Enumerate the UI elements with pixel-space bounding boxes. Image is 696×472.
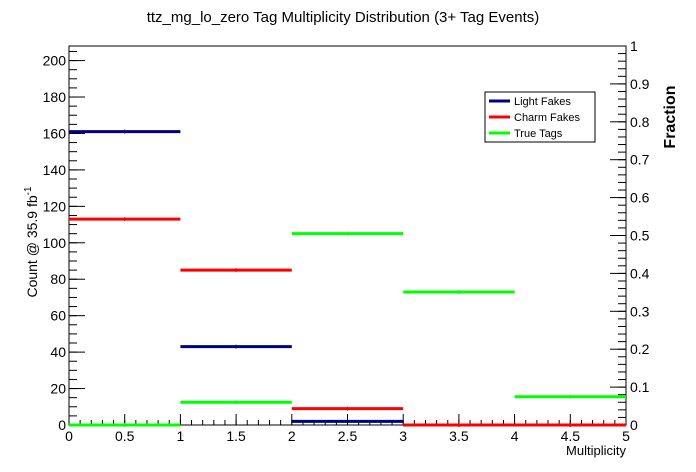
x-tick-label: 5	[622, 428, 630, 444]
y-axis-right-label: Fraction	[662, 85, 679, 148]
series-light-fakes	[69, 129, 626, 427]
y-axis-left-label-main: Count @ 35.9 fb	[24, 195, 40, 297]
x-axis-label: Multiplicity	[566, 443, 626, 458]
x-tick-label: 4.5	[561, 428, 581, 444]
x-tick-label: 1.5	[226, 428, 246, 444]
legend-entry-label: Charm Fakes	[514, 112, 581, 124]
y-left-tick-label: 140	[43, 162, 67, 178]
y-right-tick-label: 0.6	[630, 190, 650, 206]
y-left-tick-label: 60	[50, 308, 66, 324]
y-left-tick-label: 120	[43, 198, 67, 214]
x-tick-label: 4	[511, 428, 519, 444]
y-right-tick-label: 0.8	[630, 114, 650, 130]
x-tick-label: 1	[177, 428, 185, 444]
y-axis-right: 0 0.1 0.2 0.3 0.4 0.5 0.6 0.7 0.8 0.9 1	[610, 38, 650, 433]
x-tick-label: 3	[399, 428, 407, 444]
y-left-tick-label: 40	[50, 344, 66, 360]
y-axis-left: 0 20 40 60 80 100 120 140 160 180 200	[43, 50, 85, 433]
legend-entry-label: True Tags	[514, 128, 563, 140]
y-left-tick-label: 200	[43, 53, 67, 69]
y-right-tick-label: 0.4	[630, 265, 650, 281]
y-right-tick-label: 0.1	[630, 379, 650, 395]
y-left-tick-label: 80	[50, 271, 66, 287]
x-tick-label: 3.5	[449, 428, 469, 444]
x-tick-label: 0	[65, 428, 73, 444]
x-tick-label: 2	[288, 428, 296, 444]
y-axis-left-label: Count @ 35.9 fb-1	[23, 186, 40, 298]
y-right-tick-label: 0.3	[630, 303, 650, 319]
y-left-tick-label: 20	[50, 381, 66, 397]
legend-entry-label: Light Fakes	[514, 96, 571, 108]
y-right-tick-label: 0.9	[630, 76, 650, 92]
y-right-tick-label: 0.5	[630, 228, 650, 244]
y-right-tick-label: 0.2	[630, 341, 650, 357]
series-layer	[69, 129, 626, 427]
y-left-tick-label: 180	[43, 89, 67, 105]
series-charm-fakes	[69, 217, 626, 427]
y-right-tick-label: 0	[630, 417, 638, 433]
y-left-tick-label: 160	[43, 125, 67, 141]
y-left-tick-label: 0	[58, 417, 66, 433]
y-right-tick-label: 1	[630, 38, 638, 54]
legend: Light Fakes Charm Fakes True Tags	[484, 91, 596, 143]
y-right-tick-label: 0.7	[630, 152, 650, 168]
series-true-tags	[69, 231, 626, 427]
y-left-tick-label: 100	[43, 235, 67, 251]
x-axis: 0 0.5 1 1.5 2 2.5 3 3.5 4 4.5 5	[65, 414, 630, 444]
y-axis-left-label-superscript: -1	[23, 186, 34, 195]
chart-title: ttz_mg_lo_zero Tag Multiplicity Distribu…	[147, 9, 540, 26]
x-tick-label: 0.5	[115, 428, 135, 444]
x-tick-label: 2.5	[338, 428, 358, 444]
